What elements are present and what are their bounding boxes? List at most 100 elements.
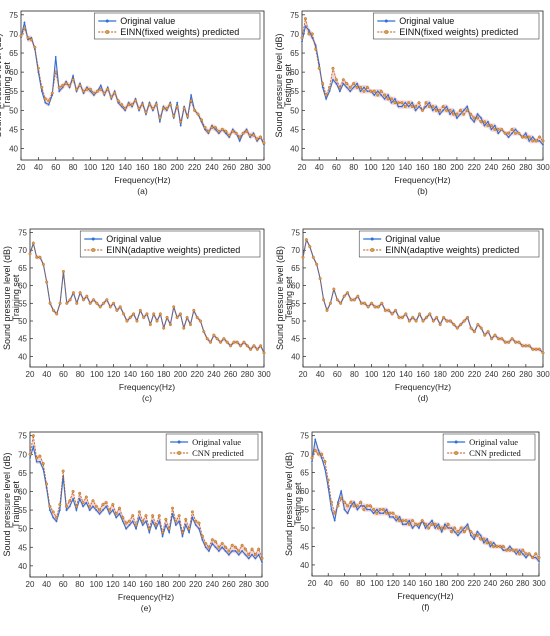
data-point-predicted — [375, 511, 379, 515]
data-point-predicted — [310, 32, 314, 36]
data-point-predicted — [418, 312, 422, 316]
data-point-predicted — [342, 500, 346, 504]
data-point-predicted — [434, 108, 438, 112]
data-point-predicted — [51, 308, 55, 312]
data-point-original — [385, 508, 388, 511]
data-point-predicted — [203, 126, 207, 130]
data-point-predicted — [332, 287, 336, 291]
data-point-original — [111, 509, 114, 511]
data-point-predicted — [179, 120, 183, 124]
data-point-original — [452, 109, 455, 112]
data-point-original — [148, 101, 151, 104]
x-axis-label: Frequency(Hz) — [118, 592, 174, 602]
data-point-predicted — [250, 547, 254, 551]
data-point-original — [115, 516, 118, 519]
legend-swatch-marker — [370, 247, 375, 252]
data-point-predicted — [108, 508, 112, 512]
data-point-predicted — [362, 508, 366, 512]
data-point-original — [20, 36, 22, 39]
data-point-original — [521, 552, 524, 555]
x-tick-label: 280 — [519, 163, 533, 172]
data-point-original — [453, 530, 456, 533]
x-tick-label: 220 — [190, 370, 204, 379]
data-point-predicted — [394, 308, 398, 312]
data-point-original — [138, 109, 140, 112]
data-point-original — [186, 117, 189, 119]
legend-box — [165, 433, 259, 461]
y-tick-label: 40 — [291, 352, 300, 361]
data-point-predicted — [396, 101, 400, 105]
x-tick-label: 220 — [467, 579, 481, 588]
data-point-predicted — [428, 312, 432, 316]
data-point-predicted — [55, 516, 59, 520]
data-point-original — [165, 109, 168, 112]
data-point-original — [152, 109, 154, 112]
data-point-original — [191, 516, 194, 519]
x-tick-label: 100 — [364, 163, 378, 172]
data-point-predicted — [448, 108, 452, 112]
data-point-original — [155, 527, 157, 530]
data-point-original — [483, 124, 486, 127]
data-point-predicted — [316, 452, 320, 456]
data-point-predicted — [455, 112, 459, 116]
data-point-original — [343, 508, 346, 511]
data-point-original — [428, 101, 431, 104]
data-point-predicted — [534, 552, 538, 556]
data-point-predicted — [462, 319, 466, 323]
x-tick-label: 140 — [399, 370, 413, 379]
data-point-predicted — [475, 533, 479, 537]
data-point-predicted — [61, 83, 65, 87]
data-point-predicted — [109, 95, 113, 99]
data-point-original — [93, 94, 95, 96]
data-point-predicted — [527, 552, 531, 556]
data-point-predicted — [214, 540, 218, 544]
panel-label: (c) — [142, 393, 152, 403]
data-point-predicted — [185, 315, 189, 319]
data-point-predicted — [411, 315, 415, 319]
x-tick-label: 260 — [502, 370, 516, 379]
data-point-predicted — [189, 99, 193, 103]
data-point-predicted — [116, 99, 120, 103]
data-point-original — [105, 505, 108, 508]
data-point-original — [352, 86, 355, 89]
legend-swatch-marker — [384, 30, 389, 35]
data-point-predicted — [472, 330, 476, 334]
data-point-predicted — [339, 301, 343, 305]
data-point-predicted — [190, 510, 194, 514]
data-point-predicted — [469, 530, 473, 534]
data-point-predicted — [424, 522, 428, 526]
x-tick-label: 200 — [174, 370, 188, 379]
chart-panel-a: 40 45 50 55 60 65 70 75 20 40 60 80 100 120 140 160 180 2… — [0, 10, 271, 196]
data-point-predicted — [307, 32, 311, 36]
data-point-original — [490, 128, 493, 131]
data-point-predicted — [130, 103, 134, 107]
data-point-original — [39, 460, 41, 463]
data-point-predicted — [517, 131, 521, 135]
y-tick-label: 65 — [18, 469, 27, 478]
data-point-predicted — [158, 116, 162, 120]
x-tick-label: 20 — [17, 163, 26, 172]
data-point-predicted — [71, 291, 75, 295]
data-point-predicted — [127, 519, 131, 523]
data-point-predicted — [479, 537, 483, 541]
data-point-predicted — [328, 85, 332, 89]
data-point-predicted — [417, 101, 421, 105]
data-point-original — [245, 128, 248, 131]
data-point-predicted — [147, 527, 151, 531]
data-point-original — [337, 501, 339, 504]
x-tick-label: 200 — [450, 163, 464, 172]
data-point-predicted — [200, 534, 204, 538]
data-point-predicted — [192, 308, 196, 312]
data-point-predicted — [524, 135, 528, 139]
data-point-predicted — [141, 519, 145, 523]
data-point-original — [65, 80, 68, 83]
data-point-predicted — [168, 103, 172, 107]
legend-label: EINN(adaptive weights) predicted — [106, 245, 240, 255]
data-point-predicted — [240, 543, 244, 547]
data-point-original — [335, 82, 338, 85]
x-axis-label: Frequency(Hz) — [394, 175, 450, 185]
